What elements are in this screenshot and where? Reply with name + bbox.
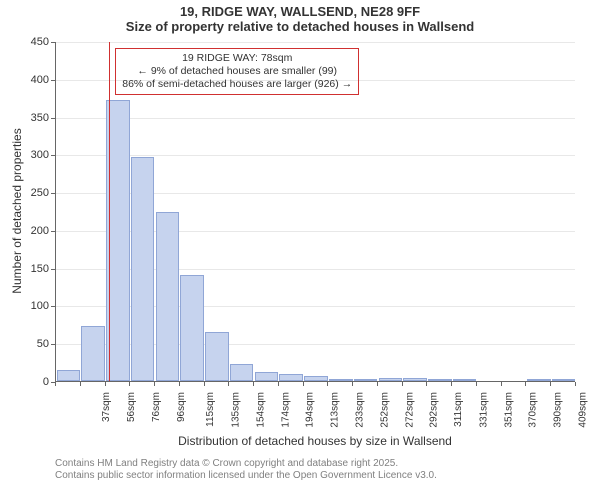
xtick-label: 56sqm [126,392,137,422]
xtick-label: 272sqm [404,392,415,428]
callout-line: ← 9% of detached houses are smaller (99) [122,65,352,78]
xtick-label: 76sqm [151,392,162,422]
ytick-label: 400 [19,74,49,86]
xtick-mark [228,382,229,386]
gridline [56,118,575,119]
xtick-mark [377,382,378,386]
y-axis-label: Number of detached properties [10,111,24,311]
histogram-bar [428,379,452,381]
histogram-bar [329,379,353,381]
ytick-label: 300 [19,149,49,161]
xtick-label: 292sqm [429,392,440,428]
attribution-footer: Contains HM Land Registry data © Crown c… [55,458,437,482]
xtick-mark [476,382,477,386]
xtick-mark [303,382,304,386]
x-axis-label: Distribution of detached houses by size … [55,434,575,448]
xtick-mark [575,382,576,386]
ytick-label: 350 [19,112,49,124]
histogram-plot: 19 RIDGE WAY: 78sqm← 9% of detached hous… [55,42,575,382]
xtick-label: 115sqm [205,392,216,427]
xtick-mark [327,382,328,386]
xtick-label: 370sqm [528,392,539,428]
xtick-label: 311sqm [453,392,464,427]
histogram-bar [156,212,180,381]
histogram-bar [131,157,155,381]
xtick-mark [154,382,155,386]
ytick-label: 150 [19,263,49,275]
title-line1: 19, RIDGE WAY, WALLSEND, NE28 9FF [0,4,600,19]
xtick-label: 390sqm [553,392,564,428]
xtick-mark [501,382,502,386]
ytick-mark [51,269,55,270]
ytick-mark [51,118,55,119]
callout-line: 86% of semi-detached houses are larger (… [122,78,352,91]
ytick-label: 50 [19,338,49,350]
xtick-label: 154sqm [256,392,267,428]
xtick-mark [352,382,353,386]
histogram-bar [527,379,551,381]
histogram-bar [180,275,204,381]
xtick-label: 331sqm [478,392,489,428]
xtick-mark [179,382,180,386]
xtick-label: 135sqm [231,392,242,428]
histogram-bar [304,376,328,381]
xtick-mark [426,382,427,386]
xtick-mark [80,382,81,386]
histogram-bar [255,372,279,381]
xtick-label: 351sqm [503,392,514,428]
footer-line2: Contains public sector information licen… [55,470,437,482]
histogram-bar [81,326,105,381]
title-line2: Size of property relative to detached ho… [0,19,600,34]
xtick-label: 174sqm [280,392,291,428]
histogram-bar [379,378,403,381]
callout-box: 19 RIDGE WAY: 78sqm← 9% of detached hous… [115,48,359,95]
xtick-label: 194sqm [305,392,316,428]
ytick-label: 250 [19,187,49,199]
histogram-bar [453,379,477,381]
xtick-label: 233sqm [355,392,366,428]
xtick-mark [105,382,106,386]
ytick-label: 0 [19,376,49,388]
histogram-bar [552,379,576,381]
xtick-label: 213sqm [330,392,341,428]
gridline [56,42,575,43]
ytick-mark [51,193,55,194]
xtick-mark [253,382,254,386]
histogram-bar [279,374,303,381]
xtick-mark [129,382,130,386]
ytick-mark [51,231,55,232]
xtick-mark [525,382,526,386]
callout-line: 19 RIDGE WAY: 78sqm [122,52,352,65]
ytick-mark [51,80,55,81]
xtick-label: 409sqm [577,392,588,428]
xtick-label: 252sqm [379,392,390,428]
xtick-mark [451,382,452,386]
xtick-mark [55,382,56,386]
histogram-bar [354,379,378,381]
ytick-mark [51,306,55,307]
histogram-bar [230,364,254,381]
xtick-mark [204,382,205,386]
histogram-bar [57,370,81,381]
histogram-bar [403,378,427,381]
reference-line [109,42,110,381]
chart-title: 19, RIDGE WAY, WALLSEND, NE28 9FF Size o… [0,0,600,34]
ytick-label: 200 [19,225,49,237]
xtick-mark [402,382,403,386]
histogram-bar [205,332,229,381]
xtick-mark [550,382,551,386]
gridline [56,155,575,156]
xtick-mark [278,382,279,386]
ytick-mark [51,42,55,43]
ytick-label: 450 [19,36,49,48]
xtick-label: 96sqm [176,392,187,422]
ytick-mark [51,155,55,156]
footer-line1: Contains HM Land Registry data © Crown c… [55,458,437,470]
xtick-label: 37sqm [101,392,112,422]
ytick-label: 100 [19,300,49,312]
ytick-mark [51,344,55,345]
